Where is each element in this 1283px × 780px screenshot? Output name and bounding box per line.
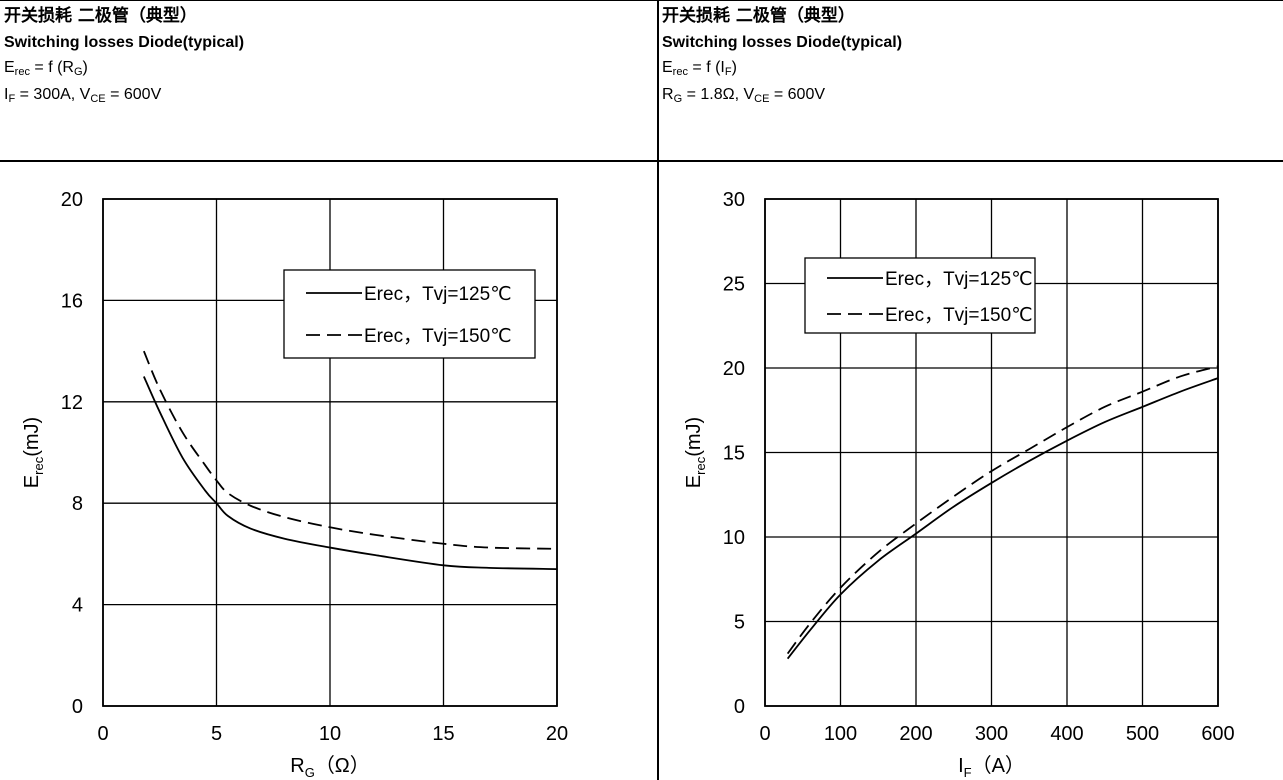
cond-a-rest: = 1.8Ω, V	[682, 86, 755, 103]
title-english: Switching losses Diode(typical)	[4, 34, 245, 51]
y-tick-label: 4	[72, 595, 83, 617]
x-tick-label: 5	[211, 723, 222, 745]
x-tick-label: 0	[97, 723, 108, 745]
panel-right: 开关损耗 二极管（典型） Switching losses Diode(typi…	[658, 0, 1283, 780]
legend-box	[283, 269, 536, 359]
cond-b-sub: CE	[754, 93, 770, 105]
conditions-line: RG = 1.8Ω, VCE = 600V	[662, 87, 902, 105]
y-tick-label: 8	[72, 493, 83, 515]
panel-header: 开关损耗 二极管（典型） Switching losses Diode(typi…	[4, 8, 244, 105]
y-tick-label: 10	[723, 527, 745, 549]
x-tick-label: 100	[824, 723, 857, 745]
series-line	[786, 377, 1219, 660]
y-axis-label: Erec(mJ)	[683, 417, 708, 488]
panel-left: 开关损耗 二极管（典型） Switching losses Diode(typi…	[4, 8, 568, 780]
conditions-line: IF = 300A, VCE = 600V	[4, 87, 244, 105]
plot-frame	[764, 198, 1219, 707]
legend-label: Erec，Tvj=150℃	[885, 305, 1033, 326]
x-axis-label: RG（Ω）	[290, 754, 370, 780]
cond-a: R	[662, 86, 674, 103]
panel-divider-horizontal	[0, 160, 1283, 162]
x-tick-label: 400	[1050, 723, 1083, 745]
series-line	[786, 365, 1219, 655]
y-tick-label: 20	[723, 358, 745, 380]
title-chinese: 开关损耗 二极管（典型）	[662, 6, 855, 26]
x-tick-label: 200	[899, 723, 932, 745]
formula-main: E	[662, 59, 673, 76]
cond-a-sub: F	[8, 93, 16, 105]
legend-label: Erec，Tvj=125℃	[364, 284, 512, 305]
formula-main: E	[4, 59, 15, 76]
plot-frame	[102, 198, 558, 707]
y-tick-label: 5	[734, 612, 745, 634]
formula-sub2: G	[73, 66, 83, 78]
cond-a-rest: = 300A, V	[15, 86, 91, 103]
formula-line: Erec = f (IF)	[662, 60, 902, 78]
x-tick-label: 600	[1201, 723, 1234, 745]
x-axis-label: IF（A）	[958, 754, 1025, 780]
y-axis-label: Erec(mJ)	[21, 417, 46, 488]
chart-erec-vs-rg: 0 5 10 15 20 0 4 8 12 16 20 RG（Ω） Erec(mJ) Erec，Tvj=1…	[21, 189, 568, 780]
cond-b-rest: = 600V	[769, 86, 826, 103]
formula-end: )	[82, 59, 88, 76]
y-tick-label: 0	[72, 696, 83, 718]
formula-end: )	[731, 59, 737, 76]
x-tick-label: 500	[1126, 723, 1159, 745]
y-tick-label: 0	[734, 696, 745, 718]
x-tick-label: 0	[759, 723, 770, 745]
formula-sub2: F	[724, 66, 732, 78]
y-tick-label: 12	[61, 392, 83, 414]
chart-erec-vs-if: 0 100 200 300 400 500 600 0 5 10 15 20 25 30 IF（A） Erec…	[683, 189, 1235, 780]
y-tick-label: 16	[61, 290, 83, 312]
panel-header: 开关损耗 二极管（典型） Switching losses Diode(typi…	[662, 8, 902, 105]
x-tick-label: 10	[319, 723, 341, 745]
cond-a: I	[4, 86, 9, 103]
cond-b-sub: CE	[90, 93, 106, 105]
top-border	[0, 0, 1283, 1]
y-tick-label: 15	[723, 443, 745, 465]
legend-label: Erec，Tvj=125℃	[885, 269, 1033, 290]
legend-label: Erec，Tvj=150℃	[364, 326, 512, 347]
y-tick-label: 30	[723, 189, 745, 211]
cond-a-sub: G	[673, 93, 683, 105]
title-chinese: 开关损耗 二极管（典型）	[4, 6, 197, 26]
formula-rest: = f (I	[687, 59, 725, 76]
formula-line: Erec = f (RG)	[4, 60, 244, 78]
panel-divider-vertical	[657, 0, 659, 780]
legend-box	[804, 257, 1036, 334]
x-tick-label: 300	[975, 723, 1008, 745]
series-line	[143, 350, 558, 550]
formula-sub: rec	[14, 66, 30, 78]
formula-sub: rec	[672, 66, 688, 78]
x-tick-label: 15	[432, 723, 454, 745]
y-tick-label: 20	[61, 189, 83, 211]
series-line	[143, 376, 558, 571]
title-english: Switching losses Diode(typical)	[662, 34, 903, 51]
x-tick-label: 20	[546, 723, 568, 745]
cond-b-rest: = 600V	[105, 86, 162, 103]
y-tick-label: 25	[723, 274, 745, 296]
formula-rest: = f (R	[29, 59, 74, 76]
